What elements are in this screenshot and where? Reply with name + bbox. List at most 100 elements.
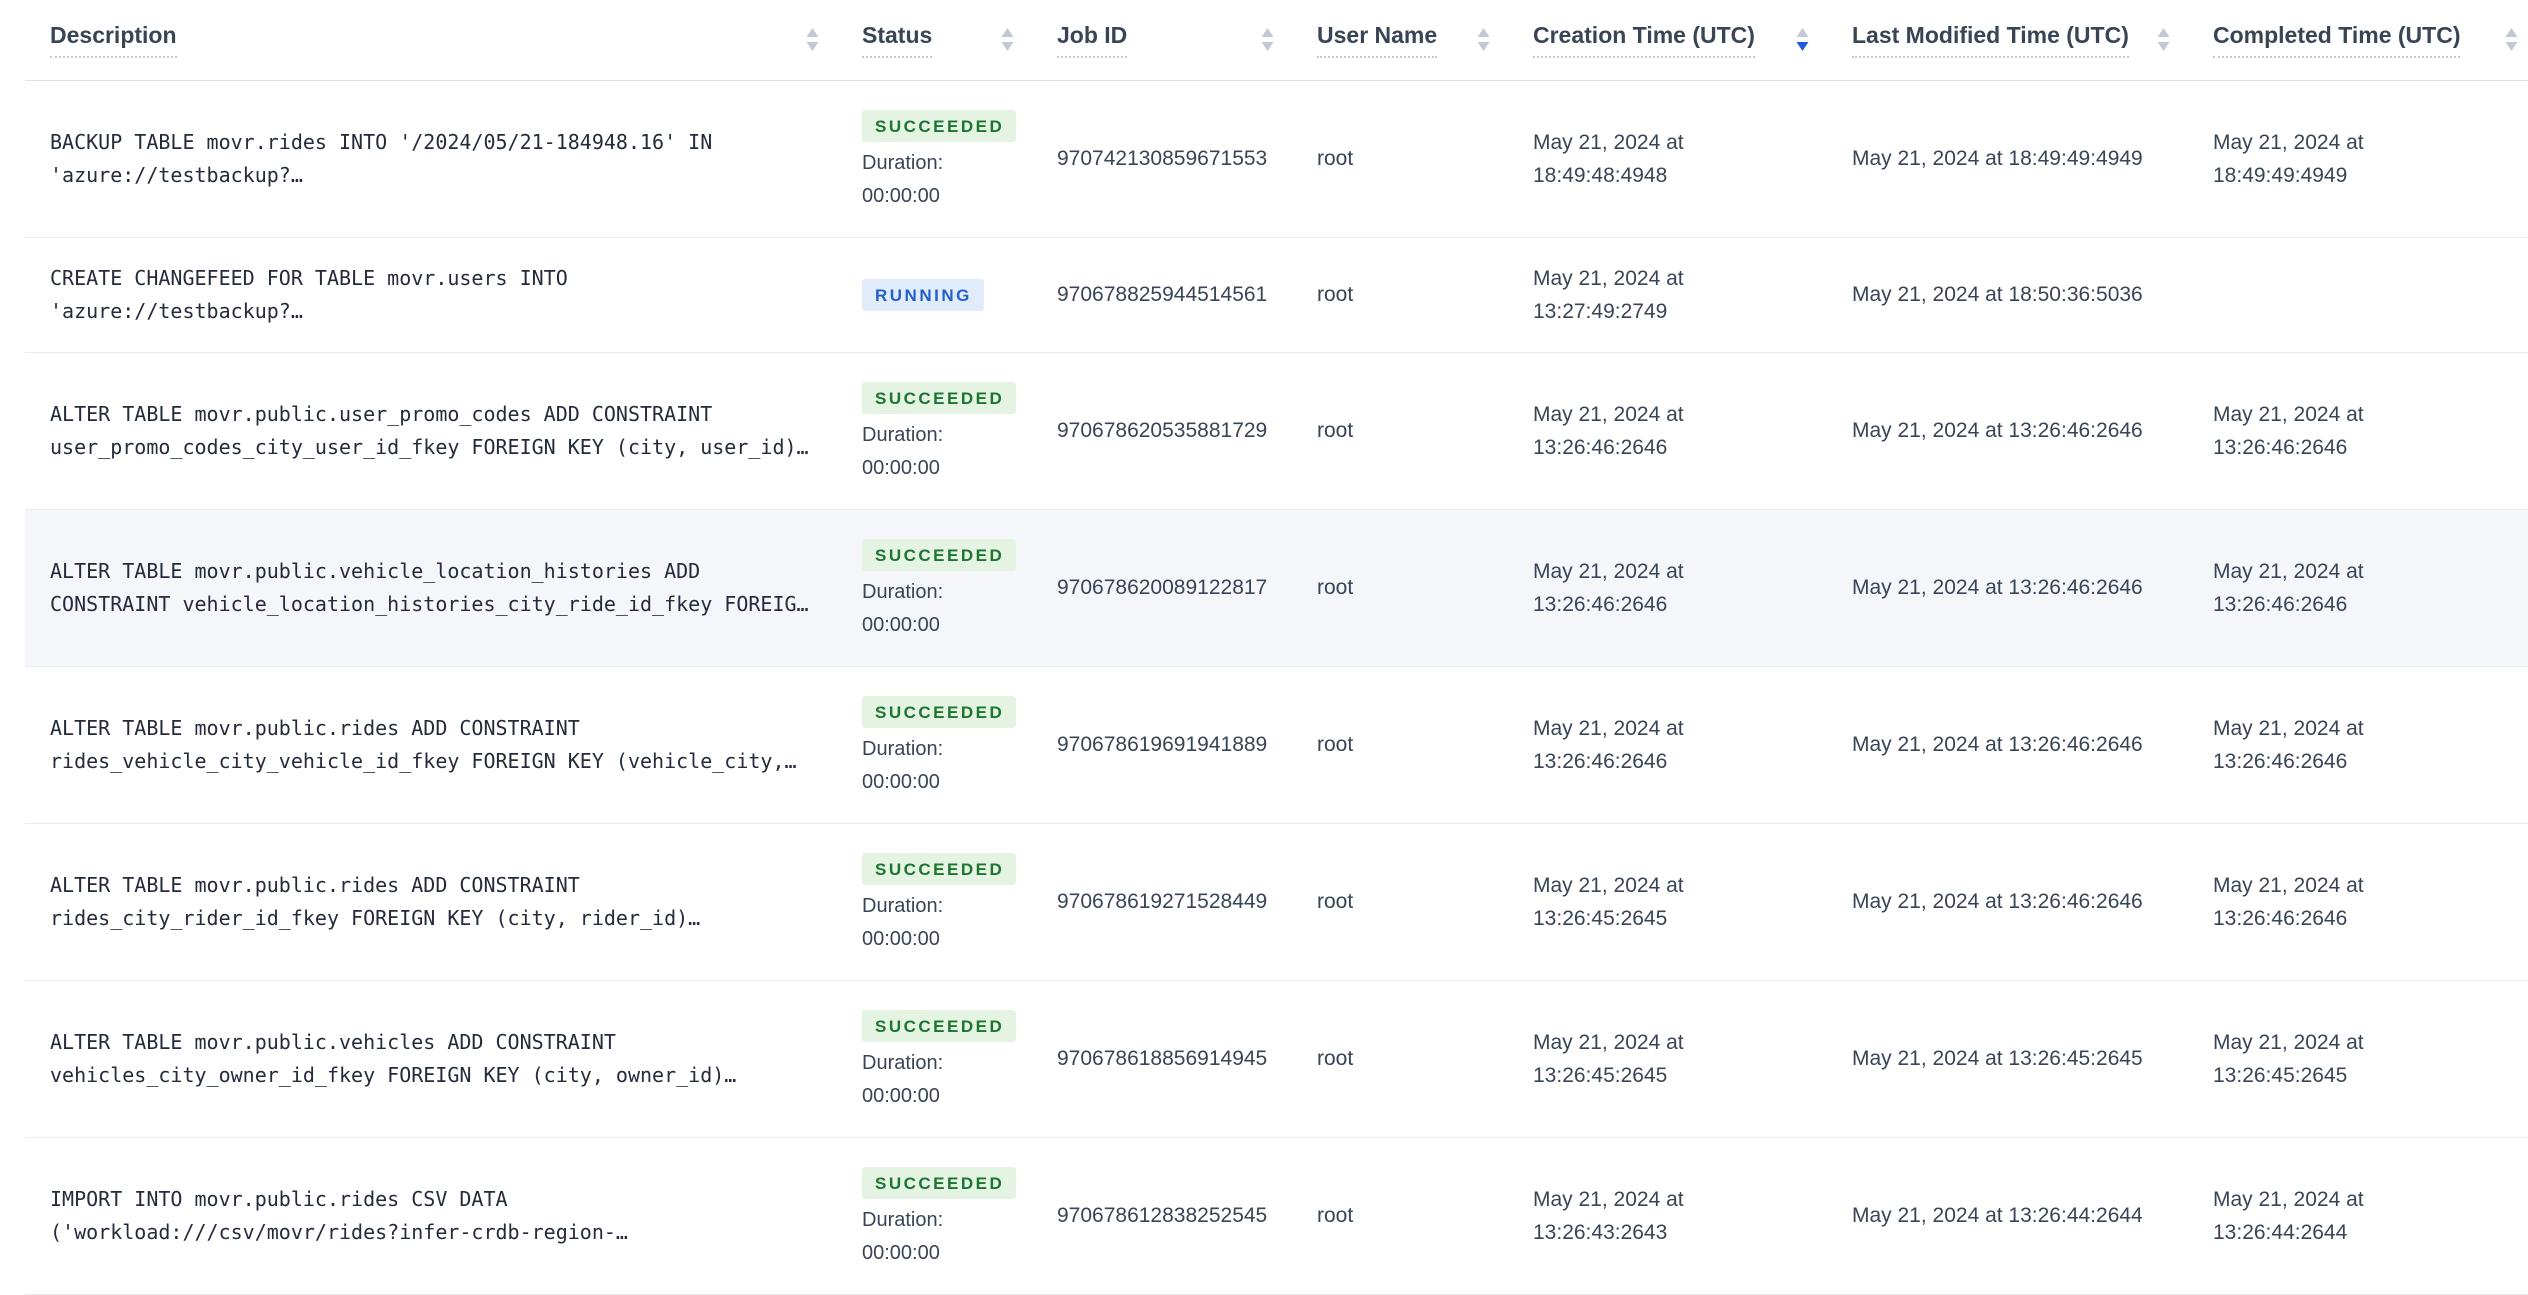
user-name-cell: root	[1311, 237, 1527, 353]
status-cell: SUCCEEDED Duration: 00:00:00	[856, 80, 1051, 238]
description-cell: ALTER TABLE movr.public.rides ADD CONSTR…	[25, 823, 856, 981]
job-id-cell: 970678618856914945	[1051, 980, 1311, 1138]
job-description-link[interactable]: ALTER TABLE movr.public.vehicles ADD CON…	[50, 1029, 737, 1087]
job-row: ALTER TABLE movr.public.vehicles ADD CON…	[25, 980, 2528, 1138]
creation-time-value: May 21, 2024 at 13:26:46:2646	[1533, 559, 1684, 616]
status-stack: SUCCEEDED Duration: 00:00:00	[862, 852, 1051, 951]
duration-label: Duration:	[862, 423, 944, 446]
creation-time-value: May 21, 2024 at 13:26:45:2645	[1533, 1030, 1684, 1087]
user-name-value: root	[1317, 282, 1354, 306]
completed-time-cell: May 21, 2024 at 13:26:46:2646	[2207, 509, 2528, 667]
job-description-link[interactable]: ALTER TABLE movr.public.vehicle_location…	[50, 558, 809, 616]
job-id-value: 970678618856914945	[1057, 1046, 1268, 1070]
completed-time-value: May 21, 2024 at 13:26:46:2646	[2213, 873, 2364, 930]
job-row: ALTER TABLE movr.public.rides ADD CONSTR…	[25, 666, 2528, 824]
user-name-cell: root	[1311, 509, 1527, 667]
status-cell: SUCCEEDED Duration: 00:00:00	[856, 980, 1051, 1138]
status-stack: SUCCEEDED Duration: 00:00:00	[862, 695, 1051, 794]
column-label: Status	[862, 21, 933, 59]
description-cell: ALTER TABLE movr.public.rides ADD CONSTR…	[25, 666, 856, 824]
user-name-value: root	[1317, 889, 1354, 913]
user-name-value: root	[1317, 146, 1354, 170]
status-cell: SUCCEEDED Duration: 00:00:00	[856, 666, 1051, 824]
job-id-cell: 970678619271528449	[1051, 823, 1311, 981]
user-name-cell: root	[1311, 80, 1527, 238]
completed-time-cell	[2207, 237, 2528, 353]
header-cell-content: Description	[50, 21, 856, 59]
header-cell-content: Completed Time (UTC)	[2213, 21, 2528, 59]
header-cell-content: Job ID	[1057, 21, 1311, 59]
status-stack: SUCCEEDED Duration: 00:00:00	[862, 109, 1051, 208]
last-modified-time-cell: May 21, 2024 at 13:26:46:2646	[1846, 666, 2207, 824]
column-header-completed-time-utc[interactable]: Completed Time (UTC)	[2207, 0, 2528, 81]
column-header-description[interactable]: Description	[25, 0, 856, 81]
user-name-cell: root	[1311, 666, 1527, 824]
job-id-cell: 970678825944514561	[1051, 237, 1311, 353]
column-header-last-modified-time-utc[interactable]: Last Modified Time (UTC)	[1846, 0, 2207, 81]
job-row: BACKUP TABLE movr.rides INTO '/2024/05/2…	[25, 80, 2528, 238]
header-row: Description Status Job ID User Name Creation…	[25, 0, 2528, 81]
status-badge: SUCCEEDED	[862, 695, 1017, 728]
last-modified-time-cell: May 21, 2024 at 13:26:44:2644	[1846, 1137, 2207, 1295]
status-badge: SUCCEEDED	[862, 1166, 1017, 1199]
creation-time-cell: May 21, 2024 at 18:49:48:4948	[1527, 80, 1846, 238]
column-label: Description	[50, 21, 177, 59]
completed-time-value: May 21, 2024 at 13:26:45:2645	[2213, 1030, 2364, 1087]
description-cell: CREATE CHANGEFEED FOR TABLE movr.users I…	[25, 237, 856, 353]
column-header-status[interactable]: Status	[856, 0, 1051, 81]
job-id-value: 970678620535881729	[1057, 418, 1268, 442]
column-label: Creation Time (UTC)	[1533, 21, 1755, 59]
user-name-cell: root	[1311, 823, 1527, 981]
job-id-cell: 970678620089122817	[1051, 509, 1311, 667]
status-badge: SUCCEEDED	[862, 381, 1017, 414]
jobs-table: Description Status Job ID User Name Creation…	[25, 0, 2528, 1295]
job-description-link[interactable]: BACKUP TABLE movr.rides INTO '/2024/05/2…	[50, 129, 713, 187]
last-modified-time-value: May 21, 2024 at 13:26:46:2646	[1852, 890, 2143, 913]
description-cell: IMPORT INTO movr.public.rides CSV DATA (…	[25, 1137, 856, 1295]
status-cell: SUCCEEDED Duration: 00:00:00	[856, 1137, 1051, 1295]
creation-time-value: May 21, 2024 at 13:27:49:2749	[1533, 266, 1684, 323]
status-stack: SUCCEEDED Duration: 00:00:00	[862, 381, 1051, 480]
duration-label: Duration:	[862, 1051, 944, 1074]
duration-label: Duration:	[862, 894, 944, 917]
status-stack: SUCCEEDED Duration: 00:00:00	[862, 1009, 1051, 1108]
last-modified-time-cell: May 21, 2024 at 18:50:36:5036	[1846, 237, 2207, 353]
status-cell: SUCCEEDED Duration: 00:00:00	[856, 823, 1051, 981]
status-stack: SUCCEEDED Duration: 00:00:00	[862, 1166, 1051, 1265]
status-badge: SUCCEEDED	[862, 538, 1017, 571]
creation-time-cell: May 21, 2024 at 13:26:46:2646	[1527, 666, 1846, 824]
duration-label: Duration:	[862, 737, 944, 760]
last-modified-time-value: May 21, 2024 at 13:26:46:2646	[1852, 733, 2143, 756]
column-label: Completed Time (UTC)	[2213, 21, 2461, 59]
job-row: CREATE CHANGEFEED FOR TABLE movr.users I…	[25, 237, 2528, 353]
last-modified-time-value: May 21, 2024 at 13:26:44:2644	[1852, 1204, 2143, 1227]
column-header-job-id[interactable]: Job ID	[1051, 0, 1311, 81]
status-cell: RUNNING	[856, 237, 1051, 353]
job-description-link[interactable]: ALTER TABLE movr.public.user_promo_codes…	[50, 401, 809, 459]
sort-carets-icon	[1476, 28, 1491, 52]
completed-time-cell: May 21, 2024 at 18:49:49:4949	[2207, 80, 2528, 238]
job-id-cell: 970678612838252545	[1051, 1137, 1311, 1295]
sort-carets-icon	[805, 28, 820, 52]
description-cell: ALTER TABLE movr.public.vehicles ADD CON…	[25, 980, 856, 1138]
column-header-user-name[interactable]: User Name	[1311, 0, 1527, 81]
completed-time-value: May 21, 2024 at 13:26:46:2646	[2213, 559, 2364, 616]
job-id-value: 970678619691941889	[1057, 732, 1268, 756]
duration-label: Duration:	[862, 580, 944, 603]
job-description-link[interactable]: ALTER TABLE movr.public.rides ADD CONSTR…	[50, 872, 701, 930]
duration-value: 00:00:00	[862, 770, 940, 793]
completed-time-cell: May 21, 2024 at 13:26:45:2645	[2207, 980, 2528, 1138]
status-cell: SUCCEEDED Duration: 00:00:00	[856, 509, 1051, 667]
job-description-link[interactable]: CREATE CHANGEFEED FOR TABLE movr.users I…	[50, 265, 568, 323]
sort-carets-icon	[2156, 28, 2171, 52]
job-description-link[interactable]: ALTER TABLE movr.public.rides ADD CONSTR…	[50, 715, 797, 773]
job-id-cell: 970678620535881729	[1051, 352, 1311, 510]
job-description-link[interactable]: IMPORT INTO movr.public.rides CSV DATA (…	[50, 1186, 628, 1244]
header-cell-content: User Name	[1317, 21, 1527, 59]
description-cell: ALTER TABLE movr.public.user_promo_codes…	[25, 352, 856, 510]
column-header-creation-time-utc[interactable]: Creation Time (UTC)	[1527, 0, 1846, 81]
header-cell-content: Last Modified Time (UTC)	[1852, 21, 2207, 59]
completed-time-cell: May 21, 2024 at 13:26:46:2646	[2207, 352, 2528, 510]
status-stack: RUNNING	[862, 278, 1051, 311]
status-badge: RUNNING	[862, 278, 984, 311]
